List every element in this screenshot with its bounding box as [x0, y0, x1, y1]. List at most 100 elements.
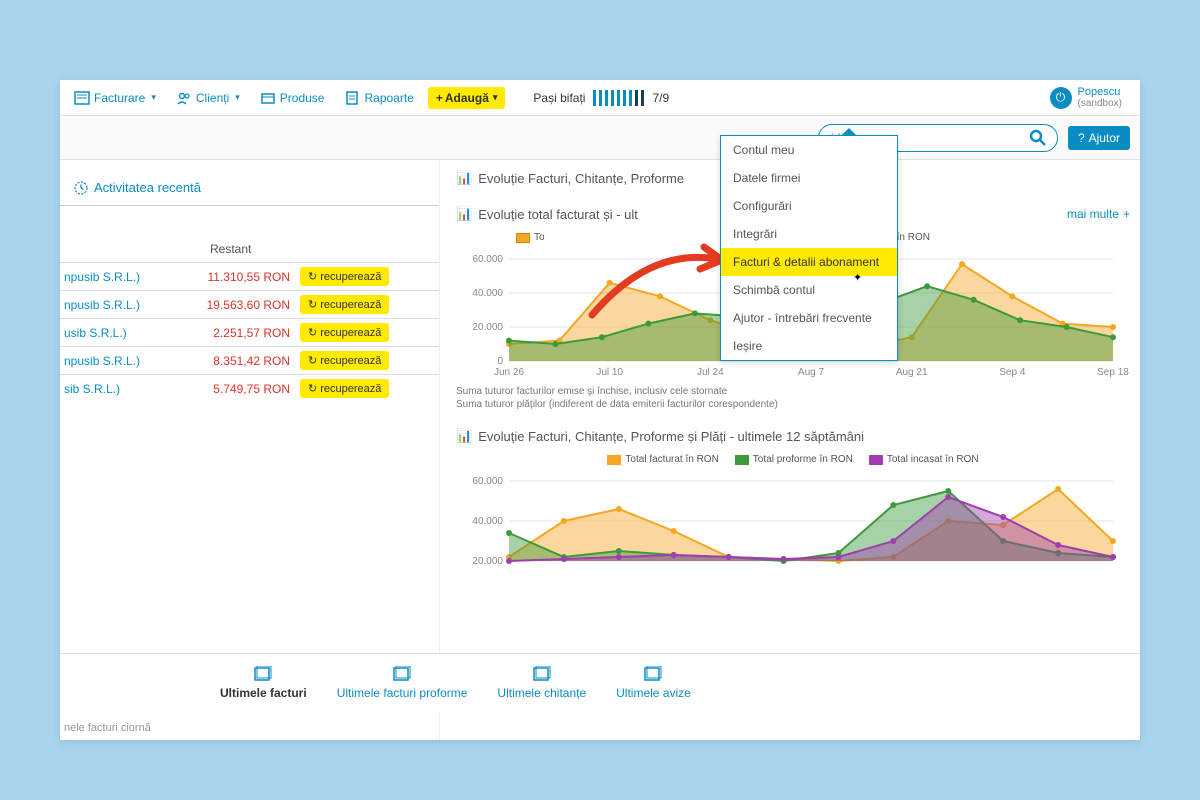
question-icon: ? — [1078, 131, 1085, 145]
table-row: usib S.R.L.) 2.251,57 RON ↻recuperează — [60, 318, 439, 346]
mai-multe-link[interactable]: mai multe + — [1067, 207, 1130, 221]
plus-icon: + — [1123, 207, 1130, 221]
dropdown-item[interactable]: Contul meu — [721, 136, 897, 164]
svg-text:0: 0 — [497, 356, 503, 367]
chart2: 20.00040.00060.000 — [456, 471, 1130, 576]
legend-item: Total facturat în RON — [607, 454, 718, 465]
document-icon — [643, 666, 663, 682]
document-icon — [392, 666, 412, 682]
steps-bars — [593, 90, 644, 106]
dropdown-item[interactable]: Integrări — [721, 220, 897, 248]
table-row: sib S.R.L.) 5.749,75 RON ↻recuperează — [60, 374, 439, 402]
add-button[interactable]: + Adaugă ▾ — [428, 87, 506, 109]
nav-clienti-label: Clienți — [196, 91, 229, 105]
chart-tab-title: Evoluție Facturi, Chitanțe, Proforme — [478, 171, 684, 186]
recover-button[interactable]: ↻recuperează — [300, 379, 389, 398]
nav-rapoarte-label: Rapoarte — [364, 91, 413, 105]
legend-label: în RON — [897, 232, 930, 243]
tab-0[interactable]: Ultimele facturi — [220, 666, 307, 700]
svg-text:Sep 18: Sep 18 — [1097, 367, 1129, 378]
arrow-icon: ↻ — [308, 354, 317, 367]
search-row: idă ? Ajutor — [60, 116, 1140, 160]
client-name[interactable]: usib S.R.L.) — [60, 326, 180, 340]
recover-button[interactable]: ↻recuperează — [300, 323, 389, 342]
amount-value: 19.563,60 RON — [180, 298, 300, 312]
clock-icon — [74, 181, 88, 195]
chart-icon: 📊 — [456, 206, 472, 222]
outstanding-table: Restant npusib S.R.L.) 11.310,55 RON ↻re… — [60, 236, 439, 402]
tab-1[interactable]: Ultimele facturi proforme — [337, 666, 468, 700]
nav-facturare[interactable]: Facturare ▾ — [68, 87, 162, 109]
tab-label: Ultimele chitanțe — [497, 686, 586, 700]
tab-3[interactable]: Ultimele avize — [616, 666, 691, 700]
legend-item: în RON — [897, 232, 930, 243]
svg-text:40.000: 40.000 — [472, 288, 503, 299]
search-submit-button[interactable] — [1025, 125, 1051, 151]
document-icon — [532, 666, 552, 682]
client-name[interactable]: npusib S.R.L.) — [60, 298, 180, 312]
bottom-tabs: Ultimele facturi Ultimele facturi profor… — [60, 653, 1140, 712]
dropdown-item[interactable]: Facturi & detalii abonament✦ — [721, 248, 897, 276]
invoice-icon — [74, 91, 90, 105]
plus-icon: + — [436, 91, 443, 105]
dropdown-item[interactable]: Configurări — [721, 192, 897, 220]
document-icon — [253, 666, 273, 682]
chart-icon: 📊 — [456, 170, 472, 186]
svg-text:Jul 24: Jul 24 — [697, 367, 724, 378]
arrow-icon: ↻ — [308, 270, 317, 283]
footer-text: nele facturi ciornă — [64, 722, 151, 734]
cursor-icon: ✦ — [853, 271, 862, 284]
svg-text:Aug 7: Aug 7 — [798, 367, 825, 378]
chevron-down-icon: ▾ — [235, 92, 240, 103]
recover-button[interactable]: ↻recuperează — [300, 295, 389, 314]
amount-value: 11.310,55 RON — [180, 270, 300, 284]
client-name[interactable]: npusib S.R.L.) — [60, 354, 180, 368]
user-name: Popescu — [1078, 86, 1122, 98]
dropdown-item[interactable]: Ajutor - întrebări frecvente — [721, 304, 897, 332]
search-icon — [1029, 129, 1047, 147]
svg-text:Sep 4: Sep 4 — [999, 367, 1026, 378]
svg-text:20.000: 20.000 — [472, 322, 503, 333]
add-button-label: Adaugă — [445, 91, 489, 105]
nav-produse-label: Produse — [280, 91, 325, 105]
nav-clienti[interactable]: Clienți ▾ — [170, 87, 246, 109]
svg-text:Jun 26: Jun 26 — [494, 367, 524, 378]
dropdown-item[interactable]: Ieșire — [721, 332, 897, 360]
table-row: npusib S.R.L.) 11.310,55 RON ↻recupereaz… — [60, 262, 439, 290]
help-button[interactable]: ? Ajutor — [1068, 126, 1130, 150]
tab-label: Ultimele facturi proforme — [337, 686, 468, 700]
nav-facturare-label: Facturare — [94, 91, 145, 105]
client-name[interactable]: sib S.R.L.) — [60, 382, 180, 396]
legend-item: Total incasat în RON — [869, 454, 979, 465]
help-label: Ajutor — [1089, 131, 1120, 145]
recover-button[interactable]: ↻recuperează — [300, 351, 389, 370]
recent-activity-header: Activitatea recentă — [60, 174, 439, 206]
svg-text:60.000: 60.000 — [472, 254, 503, 265]
amount-value: 2.251,57 RON — [180, 326, 300, 340]
power-icon: ⏻ — [1050, 87, 1072, 109]
nav-produse[interactable]: Produse — [254, 87, 331, 109]
chart-icon: 📊 — [456, 428, 472, 444]
recover-button[interactable]: ↻recuperează — [300, 267, 389, 286]
clients-icon — [176, 91, 192, 105]
reports-icon — [344, 91, 360, 105]
chevron-down-icon: ▾ — [493, 92, 498, 103]
tab-label: Ultimele facturi — [220, 686, 307, 700]
dropdown-item[interactable]: Datele firmei — [721, 164, 897, 192]
chart-note: Suma tuturor plăților (indiferent de dat… — [456, 399, 1130, 410]
user-menu-trigger[interactable]: ⏻ Popescu (sandbox) — [1050, 86, 1132, 109]
svg-text:40.000: 40.000 — [472, 516, 503, 527]
client-name[interactable]: npusib S.R.L.) — [60, 270, 180, 284]
dropdown-item[interactable]: Schimbă contul — [721, 276, 897, 304]
chevron-down-icon: ▾ — [151, 92, 156, 103]
table-row: npusib S.R.L.) 8.351,42 RON ↻recuperează — [60, 346, 439, 374]
mai-multe-label: mai multe — [1067, 207, 1119, 221]
arrow-icon: ↻ — [308, 382, 317, 395]
nav-rapoarte[interactable]: Rapoarte — [338, 87, 419, 109]
table-row: npusib S.R.L.) 19.563,60 RON ↻recupereaz… — [60, 290, 439, 318]
arrow-icon: ↻ — [308, 298, 317, 311]
chart-note: Suma tuturor facturilor emise și închise… — [456, 386, 1130, 397]
app-window: Facturare ▾ Clienți ▾ Produse Rapoarte +… — [60, 80, 1140, 740]
recent-activity-title: Activitatea recentă — [94, 180, 201, 195]
tab-2[interactable]: Ultimele chitanțe — [497, 666, 586, 700]
